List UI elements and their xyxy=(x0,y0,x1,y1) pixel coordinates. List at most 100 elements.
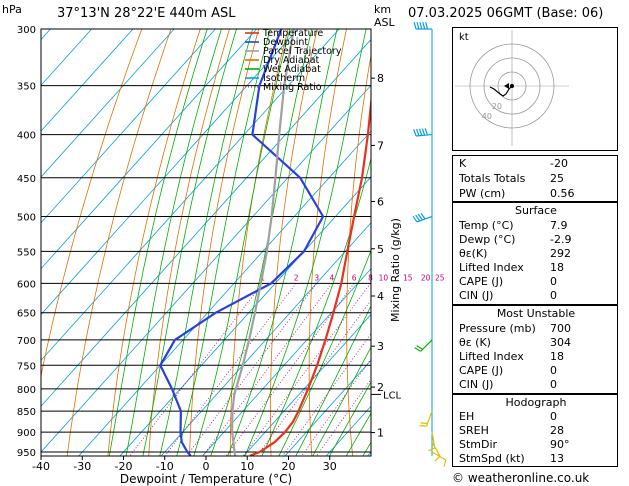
legend-label: Dewpoint xyxy=(263,37,308,48)
x-tick-label: 10 xyxy=(240,460,254,473)
km-tick-label: 6 xyxy=(377,195,384,208)
series-parcel-trajectory-line xyxy=(231,29,295,456)
location-title: 37°13'N 28°22'E 440m ASL xyxy=(57,6,236,21)
km-tick-label: 3 xyxy=(377,340,384,353)
wet-adiabat-line xyxy=(261,156,371,456)
wet-adiabat-line xyxy=(328,381,371,456)
legend-label: Temperature xyxy=(262,28,323,39)
mixing-ratio-label: 10 xyxy=(379,273,389,282)
most-unstable-row: CIN (J) 0 xyxy=(459,378,557,391)
wind-barb xyxy=(431,441,441,462)
most-unstable-row: θε (K) 304 xyxy=(459,336,571,349)
pressure-tick-label: 650 xyxy=(17,309,36,320)
isotherm-line xyxy=(202,268,371,456)
legend-label: Wet Adiabat xyxy=(263,64,321,75)
pressure-tick-label: 400 xyxy=(17,131,36,142)
index-row-totals: Totals Totals 25 xyxy=(459,172,564,185)
wet-adiabat-line xyxy=(142,29,237,456)
isotherm-line xyxy=(41,29,257,270)
wet-adiabat-line xyxy=(227,29,338,456)
hodograph-row: StmDir 90° xyxy=(459,438,570,451)
wet-adiabat-line xyxy=(295,304,371,456)
mixing-ratio-label: 3 xyxy=(314,273,319,282)
hodograph-units: kt xyxy=(459,32,469,43)
copyright-footer: © weatheronline.co.uk xyxy=(452,471,590,485)
legend-label: Mixing Ratio xyxy=(263,82,322,93)
hodograph-title: Hodograph xyxy=(505,396,567,409)
km-tick-label: 7 xyxy=(377,139,384,152)
dry-adiabat-line xyxy=(308,29,347,456)
wet-adiabat-line xyxy=(312,346,371,456)
isotherm-line xyxy=(41,29,216,224)
hodograph-row: SREH 28 xyxy=(459,424,564,437)
x-tick-label: 30 xyxy=(323,460,337,473)
hodograph-table: Hodograph EH 0 SREH 28 StmDir 90° StmSpd (k… xyxy=(452,394,618,467)
x-tick-label: 0 xyxy=(203,460,210,473)
storm-motion-arrow-icon xyxy=(504,83,509,89)
x-tick-label: -40 xyxy=(32,460,50,473)
wind-barb xyxy=(414,339,433,352)
pressure-tick-label: 900 xyxy=(17,428,36,439)
index-row-pw: PW (cm) 0.56 xyxy=(459,187,575,200)
km-tick-label: 5 xyxy=(377,243,384,256)
isotherm-line xyxy=(160,222,371,456)
most-unstable-row: Pressure (mb) 700 xyxy=(459,322,571,335)
wet-adiabat-line xyxy=(193,29,291,456)
isotherm-line xyxy=(243,313,371,456)
km-label: km xyxy=(374,3,392,16)
legend-label: Isotherm xyxy=(263,73,305,84)
x-axis-label: Dewpoint / Temperature (°C) xyxy=(120,472,292,486)
mixing-ratio-label: 25 xyxy=(435,273,445,282)
index-row-k: K -20 xyxy=(459,157,568,170)
most-unstable-row: CAPE (J) 0 xyxy=(459,364,557,377)
dry-adiabat-line xyxy=(189,29,260,456)
isotherm-line xyxy=(284,359,371,456)
series-temperature-line xyxy=(249,93,371,456)
km-tick-label: 8 xyxy=(377,72,384,85)
wind-barb xyxy=(419,410,433,427)
datetime-title: 07.03.2025 06GMT (Base: 06) xyxy=(408,6,604,21)
isotherm-line xyxy=(41,29,299,316)
surface-row: Lifted Index 18 xyxy=(459,261,564,274)
pressure-tick-label: 550 xyxy=(17,247,36,258)
isotherm-line xyxy=(78,130,371,456)
surface-title: Surface xyxy=(515,204,557,217)
hodograph-ring-label: 20 xyxy=(492,102,502,111)
surface-table: Surface Temp (°C) 7.9 Dewp (°C) -2.9 θε(K)… xyxy=(452,202,618,305)
mixing-ratio-label: 6 xyxy=(352,273,357,282)
isotherm-line xyxy=(41,29,134,132)
surface-row: Temp (°C) 7.9 xyxy=(459,219,568,232)
mixing-ratio-axis-label: Mixing Ratio (g/kg) xyxy=(389,218,402,322)
mixing-ratio-line xyxy=(129,283,264,456)
mixing-ratio-line xyxy=(243,283,371,456)
legend-label: Dry Adiabat xyxy=(263,55,320,66)
hodograph-ring-label: 40 xyxy=(482,112,492,121)
x-tick-label: -30 xyxy=(73,460,91,473)
pressure-tick-label: 850 xyxy=(17,407,36,418)
pressure-tick-label: 750 xyxy=(17,361,36,372)
x-tick-label: 20 xyxy=(282,460,296,473)
isotherm-line xyxy=(119,176,371,456)
mixing-ratio-line xyxy=(202,283,333,456)
isotherm-line xyxy=(0,29,9,456)
wet-adiabat-line xyxy=(125,29,222,456)
wind-barb xyxy=(413,22,432,30)
pressure-tick-label: 800 xyxy=(17,385,36,396)
dry-adiabat-line xyxy=(148,29,230,456)
isotherm-line xyxy=(41,29,175,178)
wet-adiabat-line xyxy=(210,29,313,456)
wind-barb xyxy=(431,451,447,467)
pressure-tick-label: 450 xyxy=(17,174,36,185)
mixing-ratio-label: 20 xyxy=(421,273,431,282)
pressure-tick-label: 350 xyxy=(17,82,36,93)
most-unstable-table: Most Unstable Pressure (mb) 700 θε (K) 304… xyxy=(452,305,618,394)
hodograph-row: StmSpd (kt) 13 xyxy=(459,452,564,465)
wet-adiabat-line xyxy=(278,249,371,456)
surface-row: θε(K) 292 xyxy=(459,247,571,260)
pressure-tick-label: 600 xyxy=(17,279,36,290)
hpa-label: hPa xyxy=(2,3,22,16)
surface-row: CAPE (J) 0 xyxy=(459,275,557,288)
hodograph-row: EH 0 xyxy=(459,410,557,423)
